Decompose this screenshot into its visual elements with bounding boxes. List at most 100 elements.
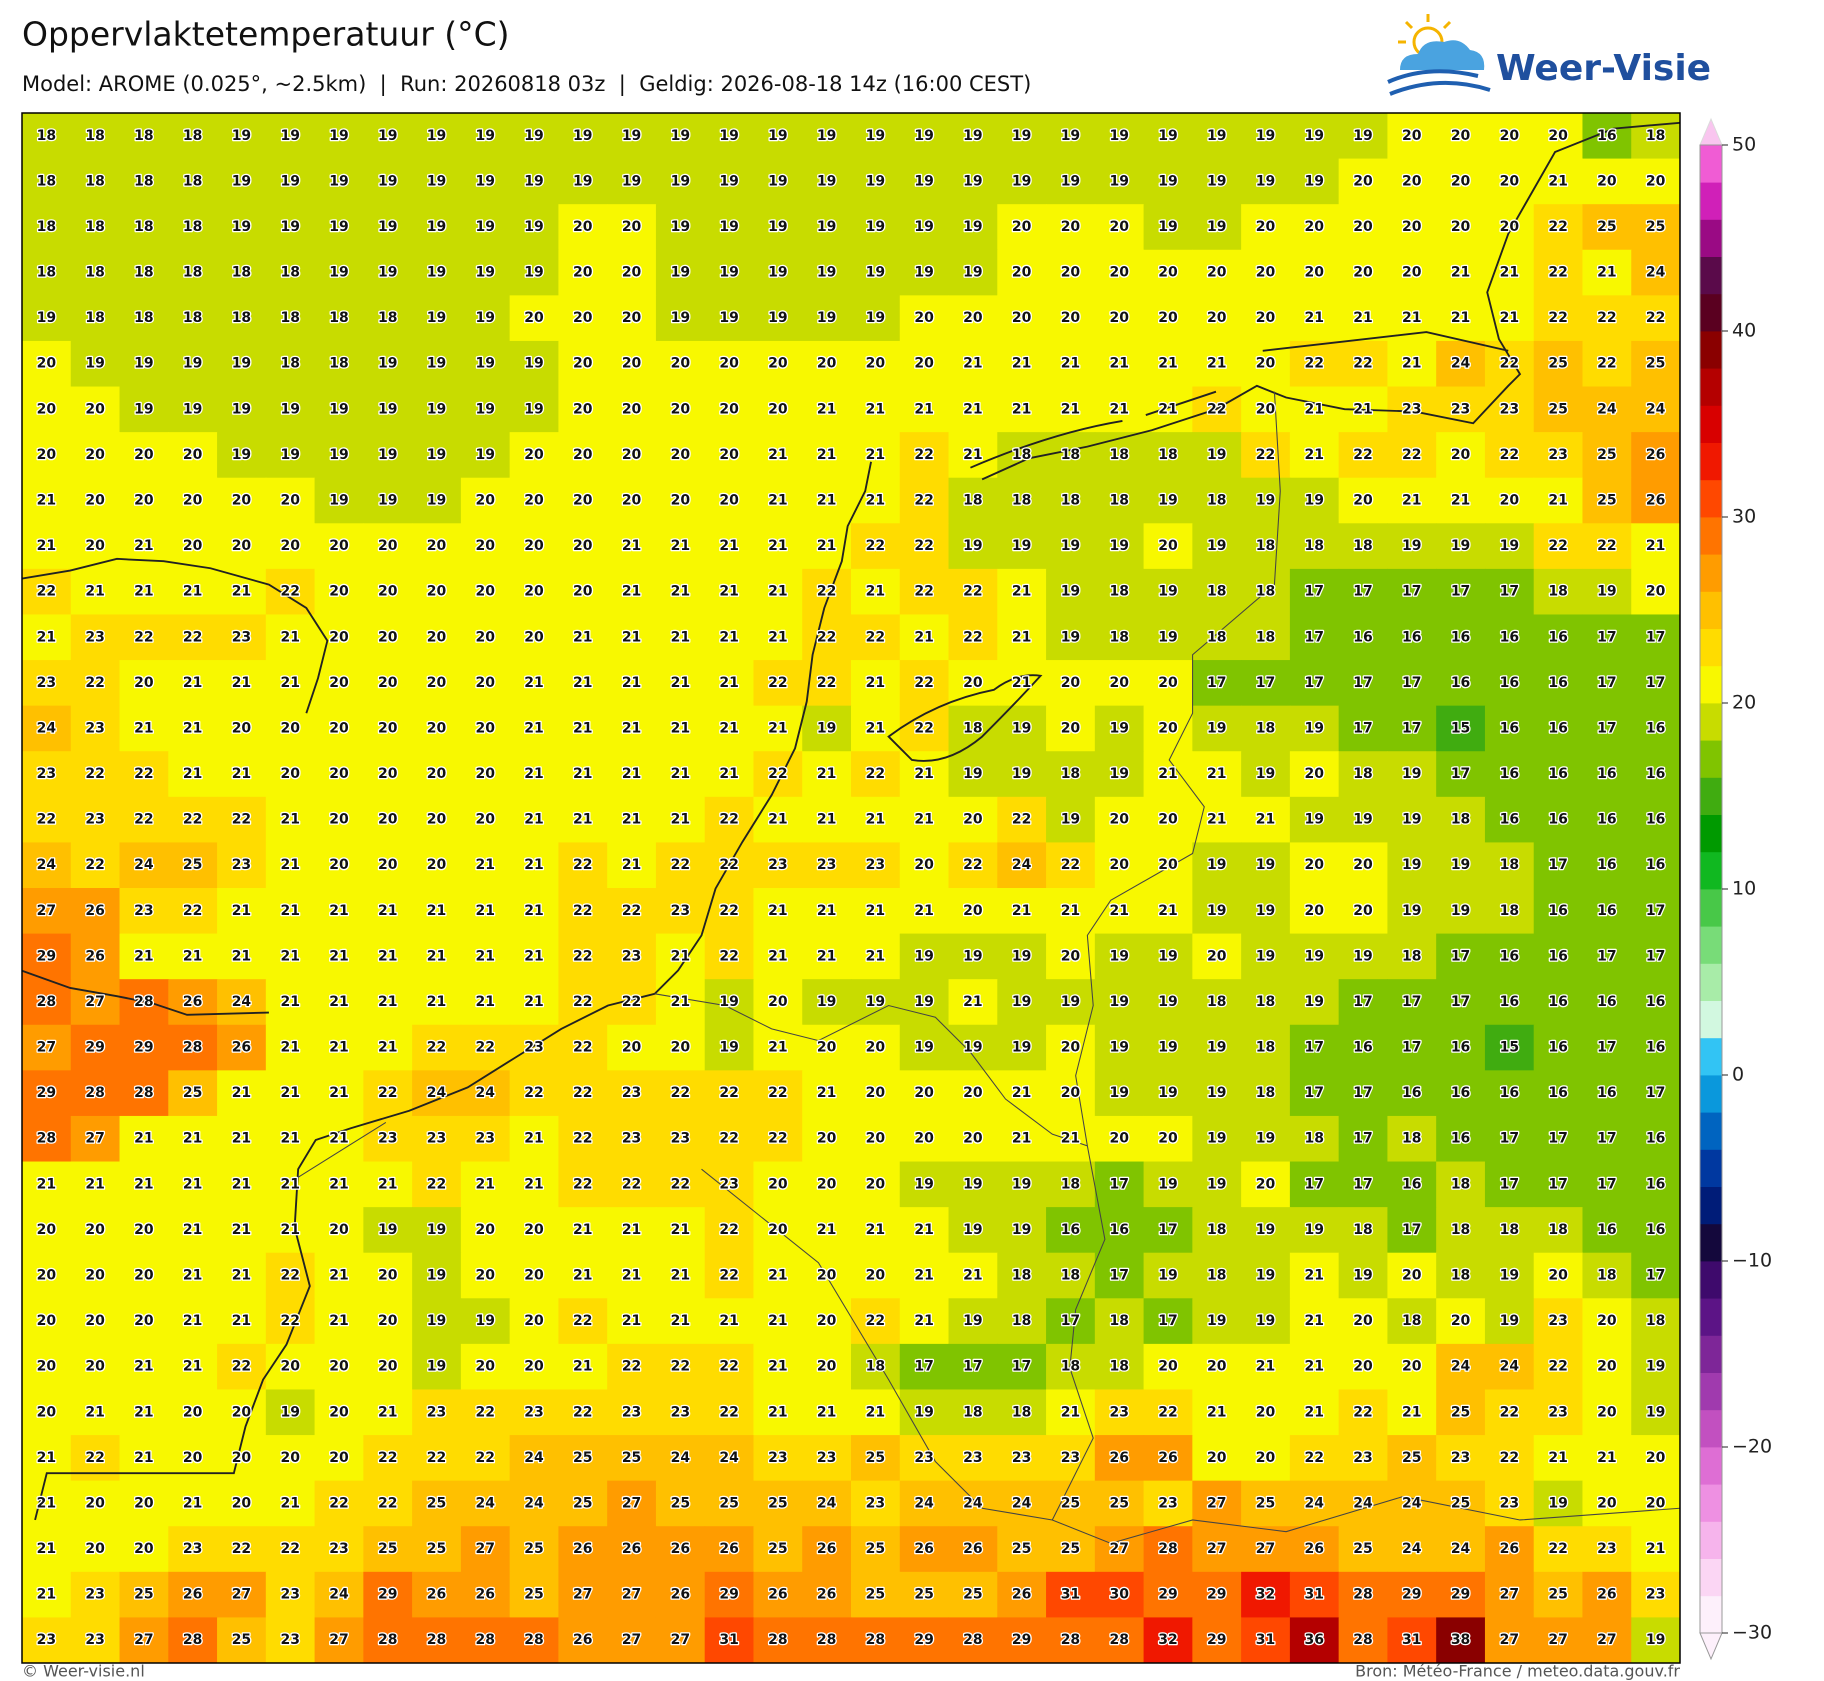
temperature-label: 28	[1158, 1541, 1177, 1557]
temperature-cell	[1631, 751, 1680, 798]
temperature-label: 25	[427, 1541, 446, 1557]
temperature-cell	[753, 1161, 803, 1208]
temperature-cell	[1533, 751, 1583, 798]
colorbar-band	[1700, 293, 1722, 332]
temperature-label: 31	[719, 1632, 738, 1648]
coastline	[22, 557, 329, 1016]
temperature-cell	[607, 614, 657, 661]
temperature-cell	[607, 1115, 657, 1163]
temperature-label: 20	[1353, 1359, 1373, 1375]
temperature-label: 19	[378, 447, 397, 463]
temperature-cell	[412, 1435, 462, 1482]
temperature-label: 17	[1548, 1131, 1567, 1147]
temperature-label: 20	[1061, 219, 1081, 235]
temperature-label: 23	[963, 1450, 982, 1466]
temperature-cell	[363, 705, 413, 752]
temperature-label: 22	[1548, 538, 1567, 554]
temperature-cell	[655, 1435, 706, 1482]
temperature-label: 16	[1402, 1176, 1421, 1192]
temperature-cell	[1338, 1161, 1388, 1208]
temperature-cell	[363, 568, 413, 615]
temperature-cell	[851, 1571, 901, 1618]
temperature-label: 21	[280, 994, 299, 1010]
temperature-label: 21	[1305, 401, 1324, 417]
temperature-label: 17	[1597, 1176, 1616, 1192]
temperature-cell	[70, 386, 121, 433]
temperature-label: 20	[622, 356, 642, 372]
temperature-label: 18	[1109, 447, 1128, 463]
temperature-label: 19	[1012, 173, 1031, 189]
temperature-cell	[1241, 1480, 1291, 1527]
temperature-cell	[265, 1571, 316, 1618]
temperature-label: 24	[329, 1587, 349, 1603]
temperature-cell	[1289, 340, 1340, 388]
temperature-label: 19	[1451, 538, 1470, 554]
temperature-label: 16	[1500, 675, 1519, 691]
temperature-cell	[1582, 1571, 1632, 1618]
temperature-cell	[753, 842, 803, 889]
temperature-cell	[22, 1617, 72, 1663]
temperature-cell	[802, 1161, 852, 1208]
temperature-cell	[1484, 614, 1535, 661]
coastline	[887, 674, 1043, 762]
temperature-cell	[753, 1571, 803, 1618]
temperature-cell	[607, 1161, 657, 1208]
temperature-label: 20	[1305, 219, 1325, 235]
temperature-label: 21	[622, 1222, 641, 1238]
temperature-cell	[509, 933, 559, 980]
temperature-cell	[460, 1435, 511, 1482]
temperature-label: 21	[37, 1495, 56, 1511]
temperature-label: 19	[719, 1040, 738, 1056]
temperature-label: 18	[1207, 994, 1226, 1010]
temperature-cell	[509, 1526, 559, 1573]
temperature-cell	[802, 888, 852, 935]
temperature-cell	[363, 477, 413, 524]
temperature-label: 20	[719, 401, 739, 417]
temperature-label: 22	[1597, 310, 1616, 326]
temperature-cell	[265, 295, 316, 342]
temperature-label: 20	[914, 356, 934, 372]
temperature-label: 19	[914, 948, 933, 964]
temperature-label: 16	[1548, 629, 1567, 645]
temperature-label: 21	[524, 720, 543, 736]
temperature-cell	[802, 705, 852, 752]
temperature-label: 19	[280, 447, 299, 463]
colorbar-tick-label: 40	[1732, 320, 1756, 342]
temperature-cell	[22, 1571, 72, 1618]
temperature-cell	[997, 113, 1047, 160]
temperature-cell	[558, 523, 608, 570]
temperature-label: 19	[719, 994, 738, 1010]
temperature-cell	[1241, 1526, 1291, 1573]
temperature-cell	[1436, 1207, 1486, 1254]
temperature-label: 19	[866, 128, 885, 144]
temperature-cell	[168, 1024, 218, 1071]
temperature-label: 31	[1061, 1587, 1080, 1603]
temperature-label: 27	[671, 1632, 690, 1648]
temperature-cell	[460, 204, 511, 251]
temperature-cell	[607, 660, 657, 707]
temperature-cell	[22, 1024, 72, 1071]
temperature-cell	[217, 796, 267, 843]
temperature-label: 26	[622, 1541, 641, 1557]
temperature-label: 22	[280, 1541, 299, 1557]
colorbar-extend-bottom	[1699, 1632, 1723, 1661]
temperature-cell	[509, 751, 559, 798]
temperature-cell	[1289, 1526, 1340, 1573]
temperature-label: 19	[1256, 948, 1275, 964]
temperature-label: 19	[1646, 1359, 1665, 1375]
temperature-cell	[412, 1480, 462, 1527]
temperature-cell	[1046, 1480, 1096, 1527]
temperature-label: 19	[1061, 812, 1080, 828]
temperature-cell	[1338, 158, 1388, 205]
colorbar-band	[1700, 554, 1722, 592]
temperature-cell	[22, 751, 72, 798]
temperature-cell	[70, 1115, 121, 1163]
temperature-cell	[558, 796, 608, 843]
temperature-label: 20	[134, 1313, 154, 1329]
temperature-label: 20	[134, 1222, 154, 1238]
temperature-label: 16	[1646, 994, 1665, 1010]
temperature-label: 20	[866, 1176, 886, 1192]
temperature-cell	[217, 888, 267, 935]
temperature-label: 20	[1061, 1085, 1081, 1101]
temperature-cell	[363, 1207, 413, 1254]
